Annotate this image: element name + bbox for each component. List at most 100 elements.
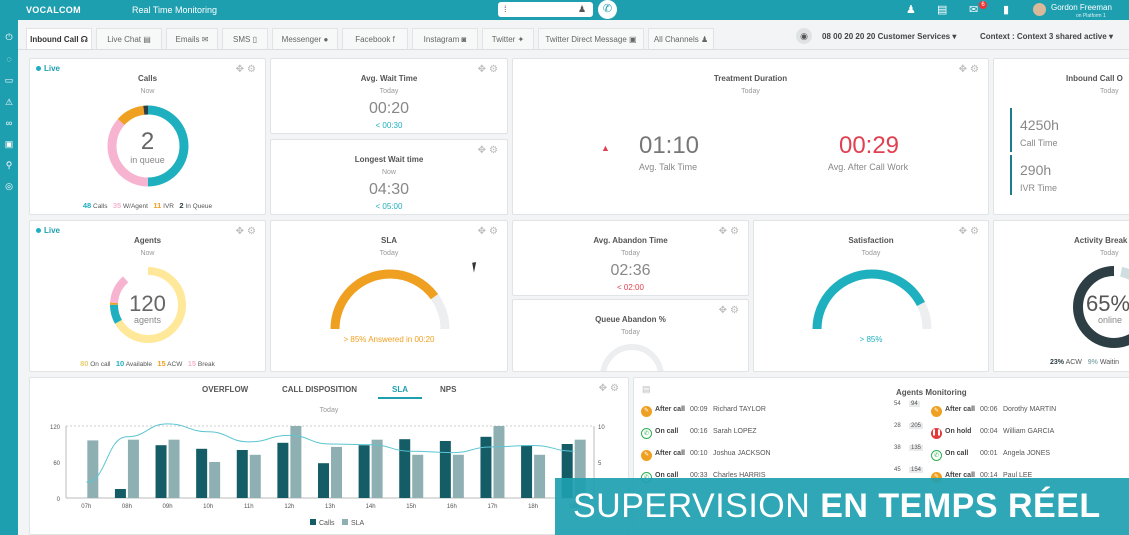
activity-donut bbox=[1073, 266, 1129, 348]
satisfaction-gauge-fill bbox=[812, 269, 932, 330]
eye-icon[interactable]: ◉ bbox=[796, 28, 812, 44]
gear-icon: ⚙ bbox=[970, 226, 982, 237]
widget-tools[interactable]: ✥⚙ bbox=[599, 383, 622, 394]
widget-tools[interactable]: ✥⚙ bbox=[478, 145, 501, 156]
call-time-value: 4250h bbox=[1020, 117, 1059, 133]
avg-wait-widget: ✥⚙ Avg. Wait Time Today 00:20 < 00:30 bbox=[270, 58, 508, 134]
widget-tools[interactable]: ✥⚙ bbox=[236, 64, 259, 75]
dialer-input[interactable]: ⁞ ♟ bbox=[498, 2, 593, 17]
widget-tools[interactable]: ✥⚙ bbox=[719, 305, 742, 316]
avg-abandon-widget: ✥⚙ Avg. Abandon Time Today 02:36 < 02:00 bbox=[512, 220, 749, 296]
x-tick-label: 08h bbox=[122, 504, 132, 510]
widget-title: Avg. Wait Time bbox=[360, 74, 418, 83]
voicemail-icon[interactable]: ∞ bbox=[5, 118, 13, 128]
agent-stat: 28 bbox=[894, 423, 901, 429]
clipboard-icon[interactable]: ▮ bbox=[1003, 4, 1010, 16]
tab-label: Messenger bbox=[281, 35, 322, 44]
widget-tools[interactable]: ✥⚙ bbox=[959, 64, 982, 75]
mail-icon[interactable]: ✉ bbox=[969, 4, 979, 16]
y-tick-label: 60 bbox=[53, 461, 60, 467]
context-selector[interactable]: Context : Context 3 shared active ▾ bbox=[980, 32, 1113, 41]
agent-stat: 154 bbox=[909, 467, 924, 473]
sla-bar bbox=[209, 462, 221, 498]
tab-sla[interactable]: SLA bbox=[378, 385, 422, 399]
move-icon: ✥ bbox=[235, 226, 248, 237]
calls-bar bbox=[318, 463, 329, 498]
tab-sms[interactable]: SMS ▯ bbox=[222, 28, 268, 49]
contact-icon[interactable]: ♟ bbox=[578, 4, 587, 14]
print-icon[interactable]: ▣ bbox=[4, 139, 14, 149]
keypad-icon[interactable]: ⁞ bbox=[504, 4, 507, 14]
tab-instagram[interactable]: Instagram ◙ bbox=[412, 28, 478, 49]
chat-bubble-icon[interactable]: ◌ bbox=[6, 54, 12, 64]
legend-label-calls: Calls bbox=[319, 520, 335, 527]
sla-gauge-fill bbox=[330, 269, 450, 330]
tab-messenger[interactable]: Messenger ● bbox=[272, 28, 338, 49]
agent-row[interactable]: ✆ On call 00:16 Sarah LOPEZ 28 205 ❚❚ On hold 00… bbox=[634, 422, 1129, 444]
tab-call-disposition[interactable]: CALL DISPOSITION bbox=[282, 385, 357, 394]
user-name[interactable]: Gordon Freeman bbox=[1051, 3, 1112, 12]
queue-abandon-widget: ✥⚙ Queue Abandon % Today bbox=[512, 299, 749, 372]
x-tick-label: 09h bbox=[163, 504, 173, 510]
call-button[interactable]: ✆ bbox=[598, 0, 617, 19]
widget-tools[interactable]: ✥⚙ bbox=[719, 226, 742, 237]
group-icon: ♟ bbox=[700, 35, 709, 44]
agents-legend: 80 On call 10 Available 15 ACW 15 Break bbox=[80, 359, 215, 368]
calls-in-queue-value: 2 bbox=[140, 128, 155, 155]
tab-label: Instagram bbox=[423, 35, 460, 44]
tab-all-channels[interactable]: All Channels ♟ bbox=[648, 28, 714, 49]
move-icon: ✥ bbox=[598, 383, 611, 394]
banner-bold-text: EN TEMPS RÉEL bbox=[820, 487, 1101, 525]
tab-twitter[interactable]: Twitter ✦ bbox=[482, 28, 534, 49]
tab-live-chat[interactable]: Live Chat ▤ bbox=[96, 28, 162, 49]
agent-name: Sarah LOPEZ bbox=[713, 428, 757, 435]
top-bar: VOCALCOM Real Time Monitoring ⁞ ♟ ✆ ♟ ▤ … bbox=[0, 0, 1129, 20]
status-icon: ✎ bbox=[931, 406, 942, 417]
tab-twitter-dm[interactable]: Twitter Direct Message ▣ bbox=[538, 28, 644, 49]
x-tick-label: 15h bbox=[406, 504, 416, 510]
live-label: Live bbox=[44, 64, 61, 73]
widget-tools[interactable]: ✥⚙ bbox=[478, 64, 501, 75]
calls-value-label: in queue bbox=[130, 155, 165, 165]
sla-widget: ✥⚙ SLA Today > 85% Answered in 00:20 bbox=[270, 220, 508, 372]
widget-tools[interactable]: ✥⚙ bbox=[478, 226, 501, 237]
live-label: Live bbox=[44, 226, 61, 235]
settings-icon[interactable]: ◎ bbox=[5, 181, 13, 191]
widget-tools[interactable]: ✥⚙ bbox=[236, 226, 259, 237]
queue-label: 08 00 20 20 20 Customer Services bbox=[822, 32, 951, 41]
tab-facebook[interactable]: Facebook f bbox=[342, 28, 408, 49]
queue-selector[interactable]: 08 00 20 20 20 Customer Services ▾ bbox=[822, 32, 956, 41]
calls-bar bbox=[155, 445, 167, 498]
widget-tools[interactable]: ✥⚙ bbox=[959, 226, 982, 237]
sla-bar bbox=[574, 439, 586, 498]
avatar[interactable] bbox=[1033, 3, 1046, 16]
widget-title: Activity Break bbox=[1074, 236, 1128, 245]
move-icon: ✥ bbox=[718, 305, 731, 316]
acw-value: 00:29 bbox=[838, 132, 900, 159]
status-icon: ✆ bbox=[641, 428, 652, 439]
messages-icon[interactable]: ▤ bbox=[937, 4, 948, 16]
live-indicator: Live bbox=[36, 64, 60, 73]
power-icon[interactable]: ⏻ bbox=[5, 32, 13, 42]
move-icon: ✥ bbox=[235, 64, 248, 75]
widget-title: SLA bbox=[381, 236, 397, 245]
search-icon[interactable]: ⚲ bbox=[5, 160, 13, 170]
warning-icon[interactable]: ⚠ bbox=[4, 97, 14, 107]
facebook-icon: f bbox=[392, 35, 395, 44]
calls-legend: 48 Calls 35 W/Agent 11 IVR 2 In Queue bbox=[82, 201, 213, 210]
comment-icon[interactable]: ▭ bbox=[4, 75, 14, 85]
tab-label: Live Chat bbox=[107, 35, 141, 44]
context-label: Context : Context 3 shared active bbox=[980, 32, 1107, 41]
user-status-icon[interactable]: ♟ bbox=[906, 4, 916, 16]
agent-row[interactable]: ✎ After call 00:10 Joshua JACKSON 38 135 ✆ On c… bbox=[634, 444, 1129, 466]
tab-inbound-call[interactable]: Inbound Call ☊ bbox=[26, 28, 92, 49]
agent-row[interactable]: ✎ After call 00:09 Richard TAYLOR 54 94 ✎ After… bbox=[634, 400, 1129, 422]
tab-nps[interactable]: NPS bbox=[440, 385, 457, 394]
move-icon: ✥ bbox=[477, 226, 490, 237]
tab-overflow[interactable]: OVERFLOW bbox=[202, 385, 249, 394]
x-tick-label: 10h bbox=[203, 504, 213, 510]
agents-value-label: agents bbox=[133, 315, 162, 325]
widget-title: Agents bbox=[133, 236, 162, 245]
vocalcom-logo: VOCALCOM bbox=[26, 5, 81, 15]
tab-emails[interactable]: Emails ✉ bbox=[166, 28, 218, 49]
